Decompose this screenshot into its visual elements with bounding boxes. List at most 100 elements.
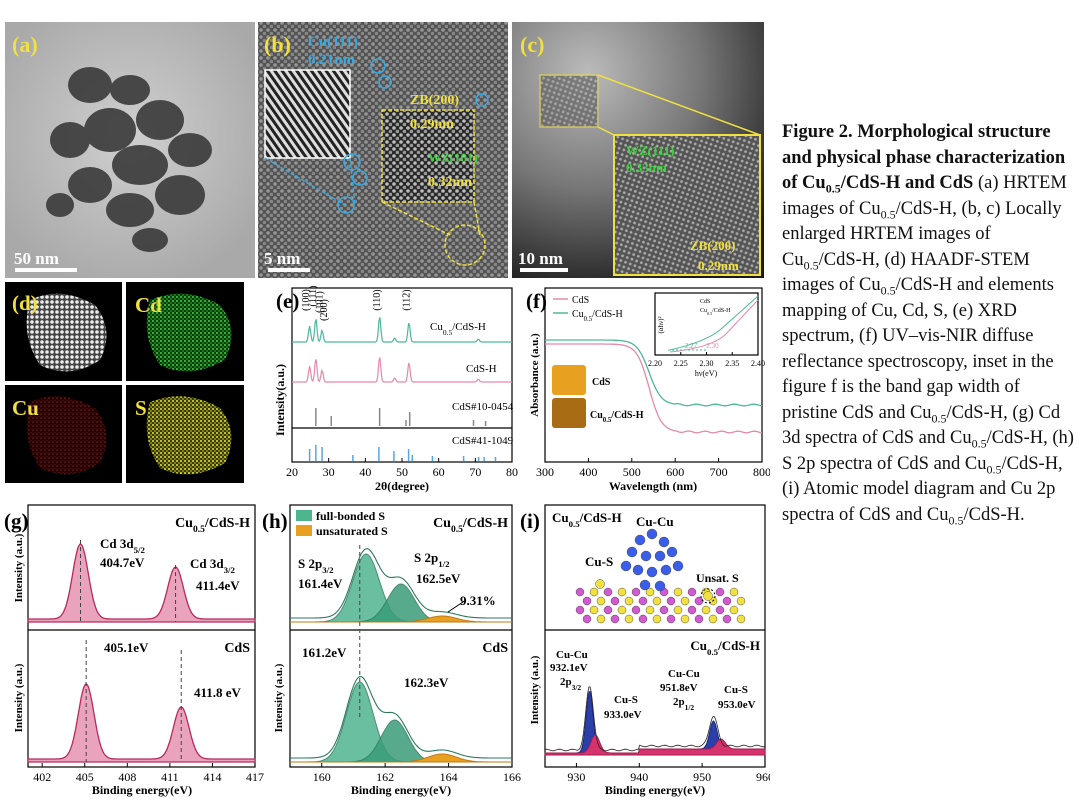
axis-label: Binding energy(eV) bbox=[605, 783, 705, 797]
legend-label: CdS bbox=[700, 299, 710, 305]
label: Unsat. S bbox=[696, 571, 739, 585]
scale-label: 50 nm bbox=[14, 249, 59, 268]
caption-text: /CdS-H. bbox=[963, 504, 1025, 525]
atom bbox=[603, 605, 613, 615]
axis-label: Intensity (a.u.) bbox=[13, 533, 25, 602]
tick-label: 166 bbox=[503, 770, 521, 784]
panel-label: (f) bbox=[526, 289, 547, 313]
legend-swatch bbox=[296, 525, 312, 536]
inset bbox=[381, 109, 475, 203]
tick-label: 30 bbox=[323, 465, 335, 479]
label: 2p3/2 bbox=[560, 676, 581, 692]
panel-label: (h) bbox=[262, 509, 288, 533]
label: Cu-S bbox=[614, 694, 638, 706]
text-part: Cd 3d bbox=[190, 556, 224, 571]
subscript: 0.5 bbox=[880, 283, 896, 298]
label: 162.3eV bbox=[404, 675, 449, 690]
curve bbox=[292, 357, 512, 383]
atom bbox=[638, 596, 648, 606]
tick-label: 500 bbox=[623, 465, 641, 479]
subscript: 0.5 bbox=[986, 462, 1002, 477]
label: 405.1eV bbox=[104, 640, 149, 655]
atom bbox=[729, 587, 739, 597]
connector bbox=[597, 74, 761, 136]
particles bbox=[46, 67, 212, 252]
atom bbox=[595, 579, 605, 589]
inset-note: 2.30 bbox=[706, 342, 719, 350]
text-part: Cu bbox=[700, 308, 707, 314]
scale-label: 5 nm bbox=[264, 249, 300, 268]
atom bbox=[659, 605, 669, 615]
label: 2p1/2 bbox=[673, 696, 694, 712]
atom bbox=[620, 560, 632, 572]
label: WZ(101) bbox=[428, 150, 478, 165]
atom bbox=[666, 614, 676, 624]
axis-label: Binding energy(eV) bbox=[92, 783, 192, 797]
subscript: 0.5 bbox=[584, 316, 593, 323]
caption-text: Figure 2. Morphological structure and ph… bbox=[782, 122, 1066, 193]
subscript: 0.5 bbox=[707, 311, 712, 316]
text-part: Cu bbox=[572, 309, 584, 320]
caption-text: (a) HRTEM images of Cu bbox=[782, 173, 1067, 219]
text-part: Cd 3d bbox=[100, 536, 134, 551]
atom bbox=[582, 614, 592, 624]
atom bbox=[701, 605, 711, 615]
curve bbox=[544, 734, 766, 756]
tick-label: 800 bbox=[753, 465, 770, 479]
atom bbox=[694, 614, 704, 624]
label: 0.29nm bbox=[698, 258, 739, 273]
photo bbox=[552, 398, 586, 428]
tick-label: 2.35 bbox=[725, 359, 739, 368]
axis-label: Wavelength (nm) bbox=[609, 479, 697, 493]
axis-label: Absorbance (a.u.) bbox=[529, 333, 541, 417]
text-part: /CdS-H bbox=[579, 510, 622, 525]
label: 162.5eV bbox=[416, 571, 461, 586]
inset bbox=[264, 69, 351, 159]
series-label: CdS bbox=[482, 641, 508, 656]
connector bbox=[264, 157, 356, 206]
tick-label: 2.25 bbox=[674, 359, 688, 368]
axis-label: Binding energy(eV) bbox=[351, 783, 451, 797]
atom bbox=[645, 605, 655, 615]
text-part: /CdS-H bbox=[717, 638, 760, 653]
tick-label: 164 bbox=[440, 770, 458, 784]
atom bbox=[680, 614, 690, 624]
curve bbox=[545, 339, 763, 407]
label: Cd 3d5/2 bbox=[100, 536, 145, 555]
caption: Figure 2. Morphological structure and ph… bbox=[782, 120, 1074, 528]
atom bbox=[632, 564, 644, 576]
axis-label: Intensity (a.u.) bbox=[273, 663, 285, 732]
axis-label: 2θ(degree) bbox=[375, 479, 429, 493]
subscript: 0.5 bbox=[193, 525, 205, 535]
panel-label: (g) bbox=[4, 509, 29, 533]
atom bbox=[729, 605, 739, 615]
subscript: 0.5 bbox=[971, 436, 987, 451]
axis-label: Intensity (a.u.) bbox=[529, 655, 541, 724]
tick-label: 405 bbox=[76, 770, 94, 784]
text-part: /CdS-H bbox=[204, 516, 250, 531]
label: ZB(200) bbox=[690, 238, 736, 253]
tick-label: 940 bbox=[630, 770, 648, 784]
peak-label: (111) bbox=[308, 286, 319, 307]
tick-label: 2.20 bbox=[648, 359, 662, 368]
curve bbox=[290, 676, 512, 759]
subscript: 0.5 bbox=[443, 328, 453, 337]
label: 0.29nm bbox=[410, 117, 454, 132]
tick-label: 400 bbox=[579, 465, 597, 479]
marker bbox=[444, 224, 486, 266]
curve bbox=[292, 317, 512, 343]
label: 411.4eV bbox=[196, 578, 240, 593]
subscript: 0.5 bbox=[707, 647, 719, 657]
caption-text: /CdS-H, (i) Atomic model diagram and Cu … bbox=[782, 453, 1063, 525]
connector bbox=[381, 201, 481, 236]
label: S 2p1/2 bbox=[414, 550, 450, 569]
label: 161.4eV bbox=[298, 576, 343, 591]
panel-label: (i) bbox=[520, 509, 540, 533]
atom bbox=[666, 546, 678, 558]
curve bbox=[669, 299, 759, 353]
atom bbox=[703, 591, 713, 601]
atom bbox=[596, 596, 606, 606]
atom bbox=[666, 596, 676, 606]
atom bbox=[654, 550, 666, 562]
subscript: 0.5 bbox=[880, 207, 896, 222]
